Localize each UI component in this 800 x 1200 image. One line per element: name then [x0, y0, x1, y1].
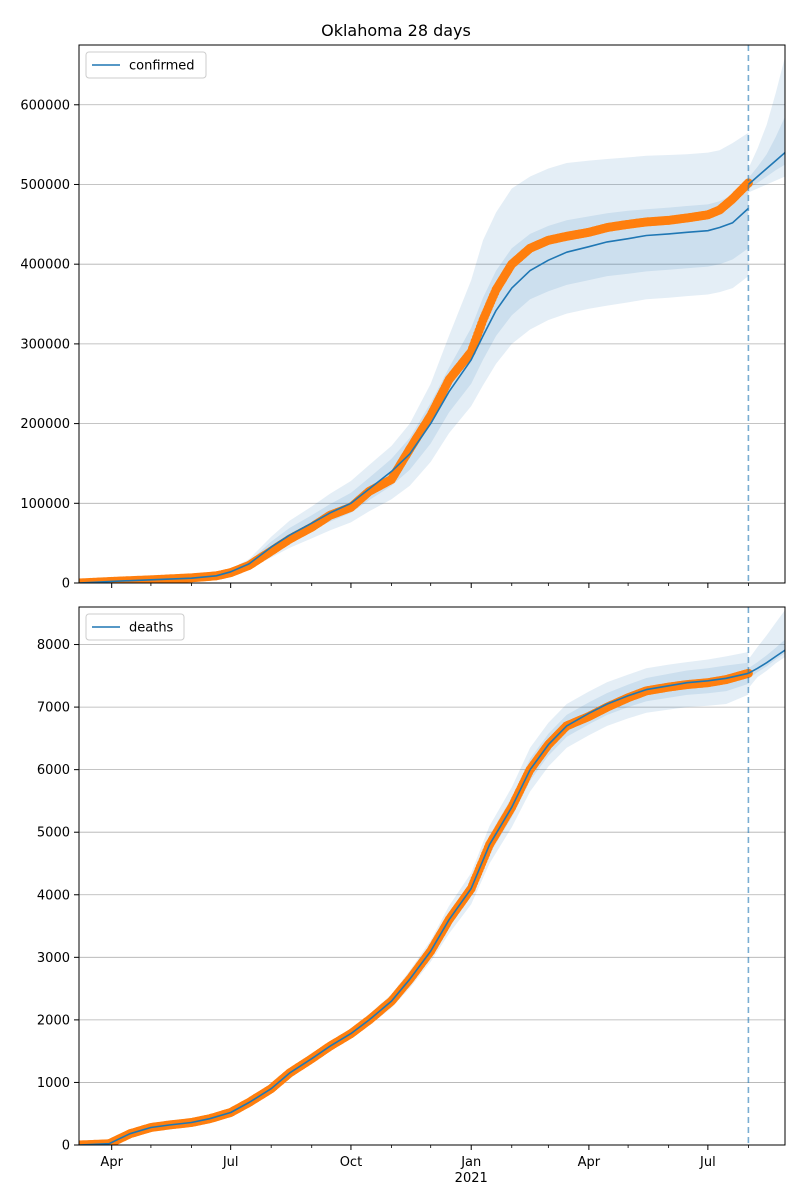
- x-tick-label: Jan: [460, 1155, 481, 1170]
- y-tick-label: 7000: [37, 701, 70, 716]
- legend: deaths: [85, 613, 185, 641]
- uncertainty-band-1: [79, 132, 749, 583]
- y-tick-label: 5000: [37, 826, 70, 841]
- forecast-band-2: [748, 116, 785, 189]
- confirmed-panel: 0 100000 200000 300000 400000 500000 600000 con…: [20, 44, 786, 592]
- y-tick-label: 500000: [20, 178, 70, 193]
- y-tick-label: 8000: [37, 638, 70, 653]
- chart-title: Oklahoma 28 days: [321, 21, 471, 40]
- legend-box: [85, 51, 207, 79]
- model-median-line: [79, 207, 749, 583]
- x-tick-label: Oct: [340, 1155, 362, 1170]
- plot-area: [79, 57, 785, 583]
- axes-frame: [78, 44, 786, 584]
- legend: confirmed: [85, 51, 207, 79]
- y-tick-label: 0: [62, 1139, 70, 1154]
- forecast-median-line: [748, 649, 785, 675]
- y-tick-label: 2000: [37, 1013, 70, 1028]
- y-tick-label: 100000: [20, 497, 70, 512]
- deaths-panel: 0 1000 2000 3000 4000 5000 6000 7000 8000 Apr Jul O…: [37, 606, 786, 1186]
- y-tick-label: 200000: [20, 417, 70, 432]
- y-tick-label: 6000: [37, 763, 70, 778]
- x-tick-label: Apr: [100, 1155, 123, 1170]
- plot-area: [79, 610, 785, 1145]
- y-tick-label: 4000: [37, 888, 70, 903]
- y-tick-label: 3000: [37, 951, 70, 966]
- model-median-line: [79, 672, 749, 1145]
- legend-label: deaths: [129, 621, 174, 636]
- legend-label: confirmed: [129, 59, 195, 74]
- x-year-label: 2021: [455, 1171, 488, 1186]
- x-tick-label: Jul: [699, 1155, 716, 1170]
- forecast-median-line: [747, 151, 785, 186]
- uncertainty-band-1: [79, 652, 749, 1145]
- y-tick-label: 600000: [20, 98, 70, 113]
- y-tick-label: 0: [62, 577, 70, 592]
- axes-frame: [78, 606, 786, 1146]
- y-tick-label: 300000: [20, 337, 70, 352]
- y-tick-label: 400000: [20, 258, 70, 273]
- y-tick-label: 1000: [37, 1076, 70, 1091]
- uncertainty-band-2: [79, 180, 749, 583]
- forecast-band-1: [748, 57, 785, 193]
- x-tick-label: Jul: [222, 1155, 239, 1170]
- legend-box: [85, 613, 185, 641]
- x-tick-label: Apr: [578, 1155, 601, 1170]
- observed-point: [742, 179, 752, 189]
